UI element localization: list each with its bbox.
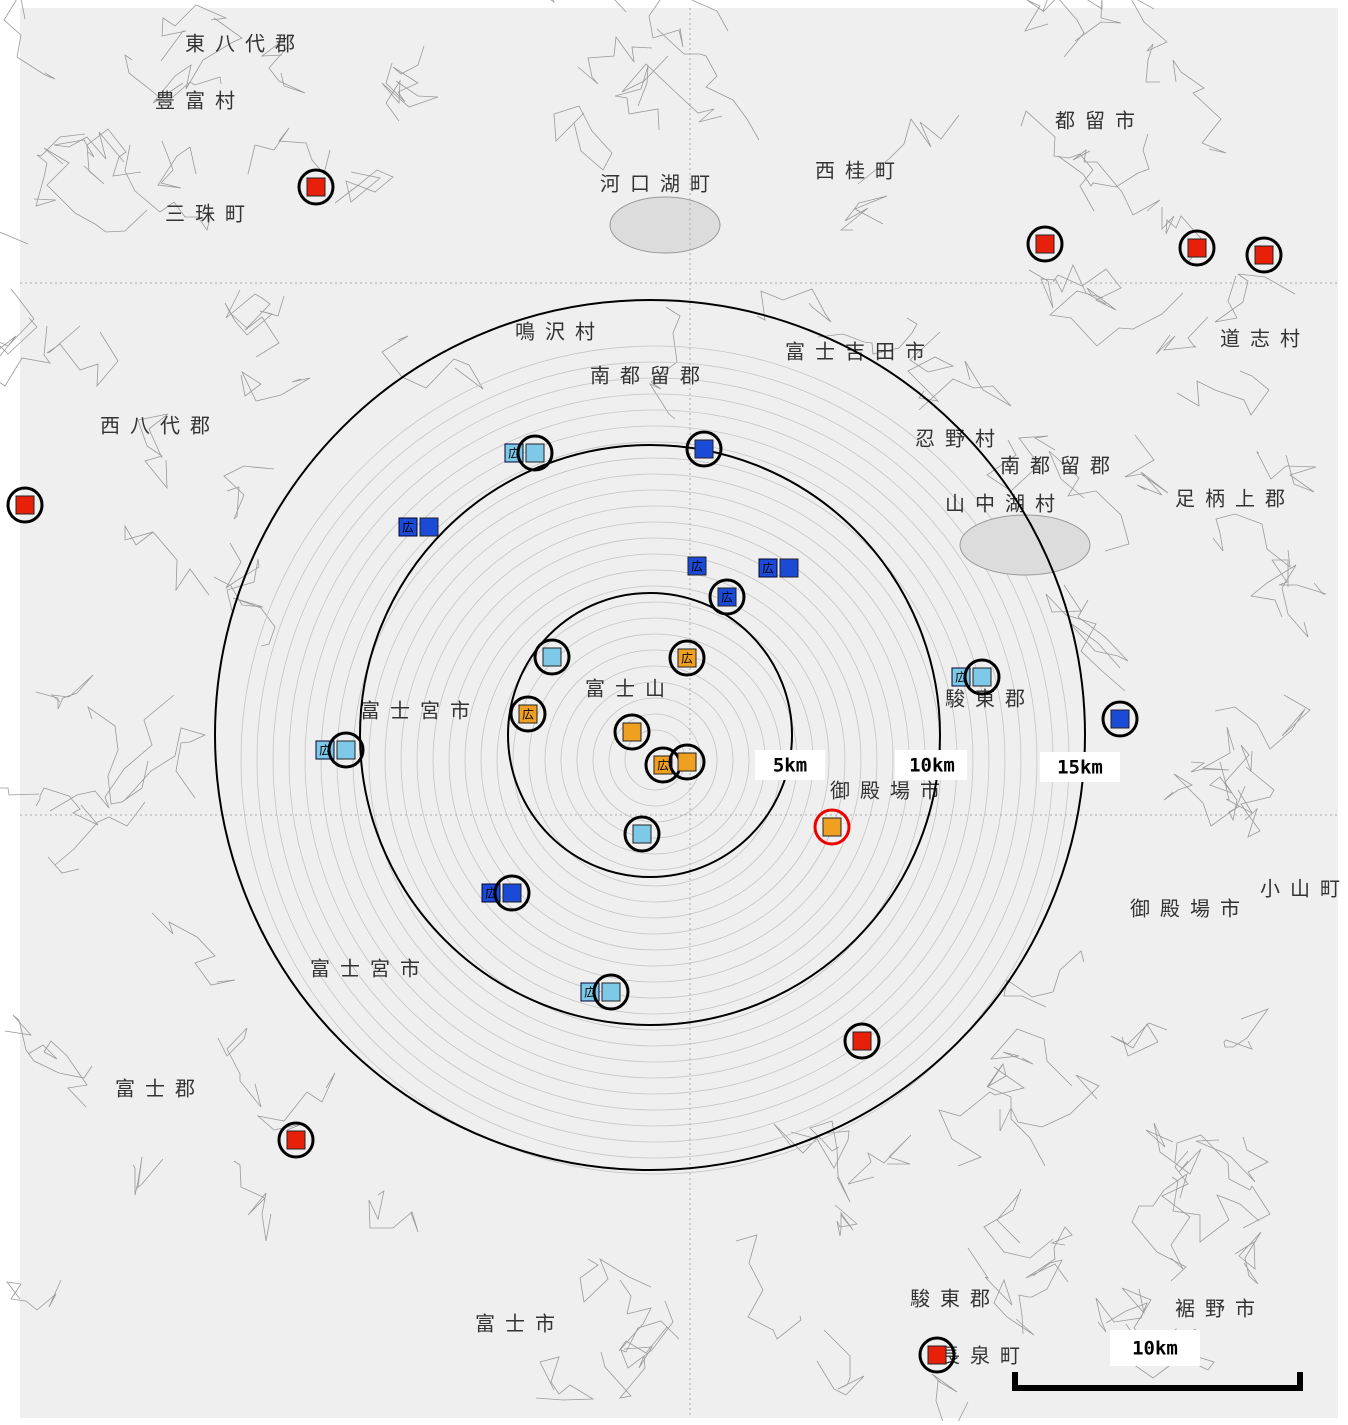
place-name: 都留市 (1055, 109, 1145, 133)
map: 東八代郡都留市西桂町富士吉田市南都留郡南都留郡西八代郡富士宮市富士宮市富士山駿東… (0, 0, 1348, 1421)
lake (610, 197, 720, 253)
place-name: 富士宮市 (310, 957, 430, 981)
marker: 広 (688, 557, 706, 575)
marker-tag: 広 (681, 652, 693, 666)
marker-tag: 広 (762, 562, 774, 576)
marker-square (928, 1346, 946, 1364)
marker-square (420, 518, 438, 536)
place-name: 山中湖村 (945, 492, 1065, 516)
ring-label: 15km (1057, 757, 1103, 779)
marker-square (1036, 235, 1054, 253)
marker-tag: 広 (721, 591, 733, 605)
page: { "ring_labels": ["5km", "10km", "15km"]… (0, 0, 1348, 1421)
place-name: 南都留郡 (1000, 454, 1120, 478)
marker-square (337, 741, 355, 759)
place-name: 豊富村 (155, 89, 245, 113)
marker-square (1255, 246, 1273, 264)
scale-label: 10km (1132, 1338, 1178, 1360)
place-name: 三珠町 (165, 202, 255, 226)
place-name: 御殿場市 (1130, 897, 1250, 921)
place-name: 裾野市 (1175, 1297, 1265, 1321)
marker-tag: 広 (691, 560, 703, 574)
ring-labels: 5km 10km 15km (755, 750, 1120, 782)
place-name: 富士市 (475, 1312, 565, 1336)
marker-square (307, 178, 325, 196)
place-name: 富士郡 (115, 1077, 205, 1101)
marker-square (543, 648, 561, 666)
marker-square (1188, 239, 1206, 257)
lake (960, 515, 1090, 575)
place-name: 駿東郡 (910, 1287, 1000, 1311)
place-name: 富士宮市 (360, 699, 480, 723)
ring-label: 5km (773, 755, 807, 777)
place-name: 鳴沢村 (515, 320, 605, 344)
marker-square (623, 723, 641, 741)
marker-square (780, 559, 798, 577)
place-name: 小山町 (1260, 877, 1348, 901)
marker-square (853, 1032, 871, 1050)
ring-label: 10km (909, 755, 955, 777)
marker-square (823, 818, 841, 836)
marker-square (633, 825, 651, 843)
marker-square (287, 1131, 305, 1149)
place-name: 河口湖町 (600, 172, 720, 196)
place-name: 道志村 (1220, 327, 1310, 351)
place-name: 南都留郡 (590, 364, 710, 388)
marker-square (602, 983, 620, 1001)
marker-square (526, 444, 544, 462)
place-name: 富士吉田市 (785, 340, 935, 364)
place-name: 足柄上郡 (1175, 487, 1295, 511)
marker-square (16, 496, 34, 514)
place-name: 駿東郡 (945, 687, 1035, 711)
place-name: 西桂町 (815, 159, 905, 183)
place-name: 富士山 (585, 677, 675, 701)
place-name: 西八代郡 (100, 414, 220, 438)
marker-tag: 広 (522, 708, 534, 722)
marker-tag: 広 (402, 521, 414, 535)
marker-square (1111, 710, 1129, 728)
place-name: 東八代郡 (185, 32, 305, 56)
marker-tag: 広 (657, 759, 669, 773)
marker-square (695, 440, 713, 458)
marker-square (503, 884, 521, 902)
marker-square (973, 668, 991, 686)
marker-square (678, 753, 696, 771)
